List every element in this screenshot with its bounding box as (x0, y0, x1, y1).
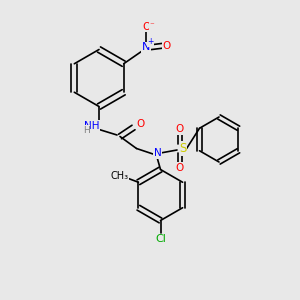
Text: H: H (83, 126, 90, 135)
Text: O: O (163, 41, 171, 51)
Text: S: S (179, 142, 187, 155)
Text: NH: NH (84, 121, 99, 131)
Text: O: O (142, 22, 150, 32)
Text: O: O (176, 124, 184, 134)
Text: O: O (136, 119, 144, 129)
Text: CH₃: CH₃ (111, 171, 129, 181)
Text: +: + (147, 37, 153, 46)
Text: Cl: Cl (155, 234, 166, 244)
Text: O: O (176, 163, 184, 173)
Text: ⁻: ⁻ (149, 21, 154, 30)
Text: N: N (142, 42, 150, 52)
Text: N: N (154, 148, 161, 158)
